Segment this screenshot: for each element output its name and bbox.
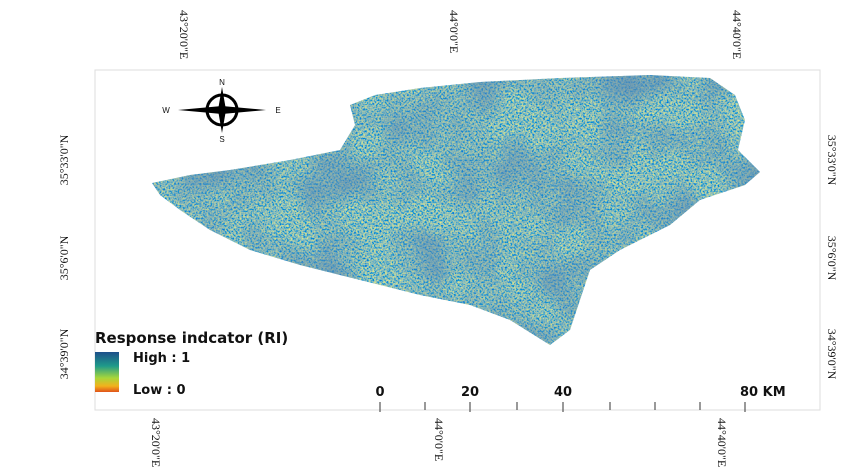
compass-n: N	[219, 78, 225, 87]
lon-label: 43°20'0"E	[177, 10, 191, 59]
compass-w: W	[162, 106, 170, 115]
legend-low: Low : 0	[133, 383, 186, 398]
lat-label: 35°33'0"N	[57, 134, 71, 185]
lat-label: 35°33'0"N	[825, 135, 839, 186]
scale-label: 0	[375, 385, 384, 400]
scale-label: 40	[554, 385, 572, 400]
lon-label: 43°20'0"E	[149, 418, 163, 467]
compass-needle	[178, 106, 266, 114]
map: 43°20'0"E 44°0'0"E 44°40'0"E 43°20'0"E 4…	[0, 0, 843, 468]
legend-high: High : 1	[133, 351, 190, 366]
legend-ramp	[95, 352, 119, 392]
lon-label: 44°0'0"E	[447, 10, 461, 53]
scale-bar: 0 20 40 80 KM	[375, 385, 785, 412]
north-arrow: N S W E	[162, 78, 280, 144]
lat-label: 35°6'0"N	[825, 236, 839, 281]
lon-label: 44°40'0"E	[730, 10, 744, 59]
lat-label: 35°6'0"N	[57, 235, 71, 280]
lat-label: 34°39'0"N	[57, 328, 71, 379]
scale-label: 80 KM	[740, 385, 786, 400]
compass-s: S	[219, 135, 224, 144]
compass-e: E	[275, 106, 280, 115]
legend-title: Response indcator (RI)	[95, 329, 288, 347]
lon-label: 44°40'0"E	[715, 418, 729, 467]
lat-label: 34°39'0"N	[825, 329, 839, 380]
scale-label: 20	[461, 385, 479, 400]
lon-label: 44°0'0"E	[432, 418, 446, 461]
